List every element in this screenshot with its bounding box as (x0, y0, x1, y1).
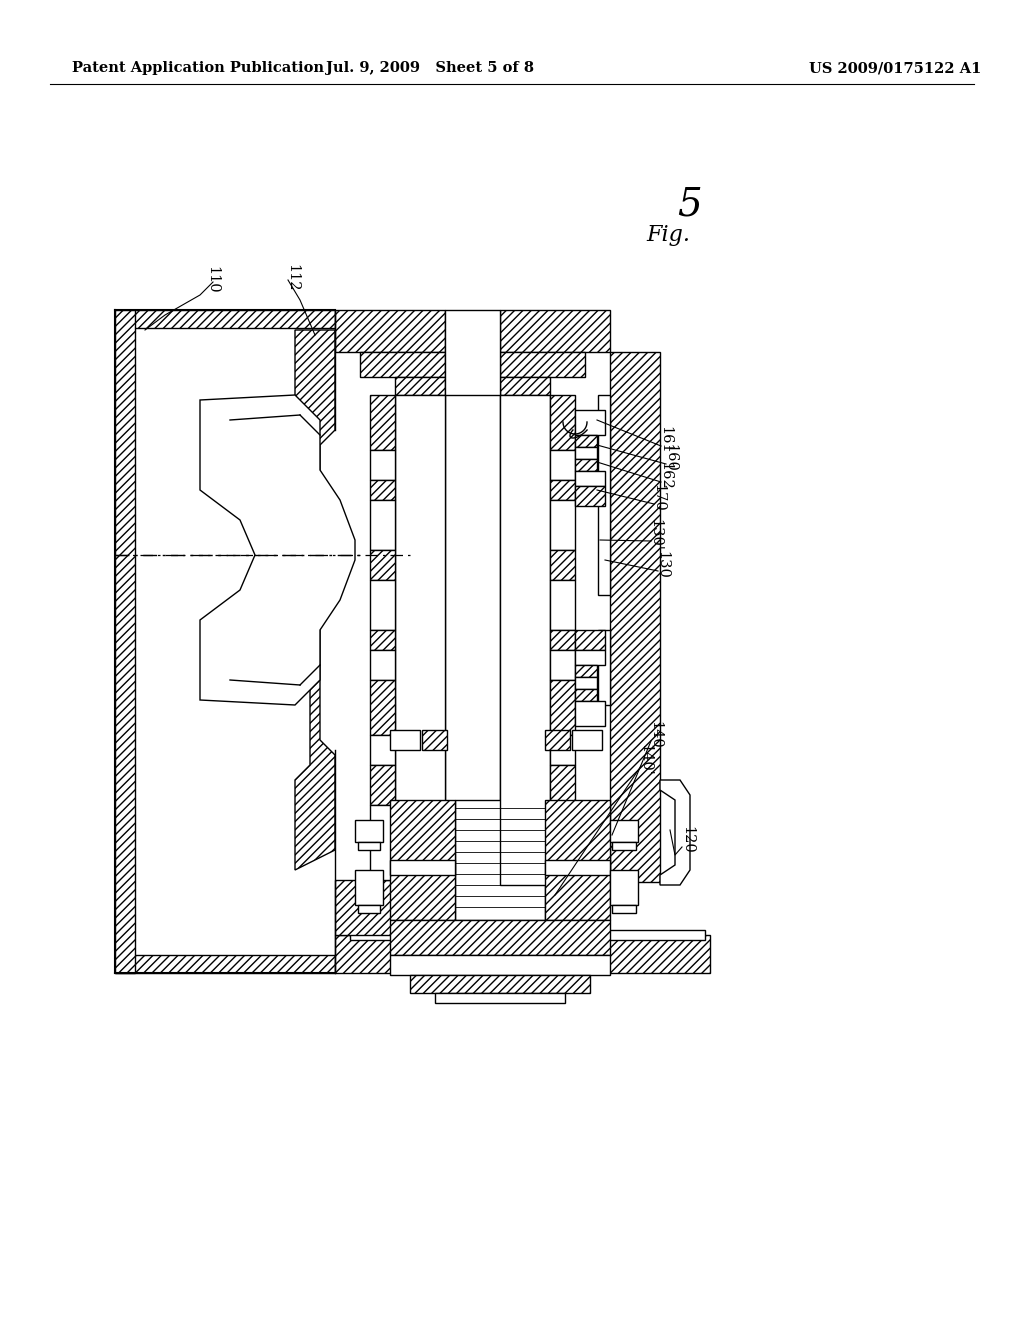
Text: Patent Application Publication: Patent Application Publication (72, 61, 324, 75)
Bar (510, 880, 600, 935)
Polygon shape (200, 395, 355, 705)
Bar (435, 993, 565, 1003)
Bar (500, 378, 550, 395)
Bar (335, 935, 710, 973)
Bar (550, 649, 575, 680)
Bar (355, 870, 383, 906)
Bar (390, 920, 610, 954)
Text: Fig.: Fig. (646, 224, 690, 246)
Bar (575, 459, 597, 471)
Bar (575, 630, 605, 649)
Bar (370, 579, 395, 630)
Polygon shape (660, 780, 690, 884)
Bar (410, 975, 590, 993)
Bar (370, 395, 395, 450)
Bar (550, 450, 575, 480)
Text: 112: 112 (285, 264, 299, 292)
Bar (395, 378, 445, 395)
Bar (335, 310, 445, 352)
Bar (575, 471, 605, 486)
Bar (545, 730, 570, 750)
Bar (115, 954, 335, 973)
Bar (115, 310, 135, 973)
Bar (350, 931, 705, 940)
Bar (500, 310, 610, 352)
Text: 162: 162 (658, 462, 672, 490)
Bar (575, 665, 597, 677)
Text: 130': 130' (648, 519, 662, 550)
Bar (395, 395, 445, 884)
Bar (575, 701, 605, 726)
Bar (575, 486, 605, 506)
Bar (575, 649, 605, 665)
Text: 161: 161 (658, 426, 672, 454)
Bar (598, 630, 610, 705)
Bar (500, 395, 550, 884)
Text: 110: 110 (205, 267, 219, 294)
Text: 170: 170 (651, 484, 665, 512)
Bar (610, 870, 638, 906)
Bar (370, 680, 395, 735)
Bar (370, 649, 395, 680)
Bar (370, 500, 395, 550)
Bar (358, 906, 380, 913)
Bar (355, 820, 383, 842)
Bar (390, 730, 420, 750)
Bar (390, 861, 455, 875)
Bar (390, 954, 610, 975)
Text: 140': 140' (638, 744, 652, 776)
Bar (455, 800, 545, 920)
Bar (550, 680, 575, 735)
Bar (335, 880, 425, 935)
Bar (550, 766, 575, 805)
Bar (572, 730, 602, 750)
Bar (575, 677, 597, 689)
Bar (445, 395, 500, 884)
Bar (500, 352, 585, 378)
Bar (358, 842, 380, 850)
Bar (550, 395, 575, 450)
Bar (422, 730, 447, 750)
Bar (360, 352, 445, 378)
Bar (370, 630, 395, 649)
Bar (598, 395, 610, 595)
Bar (550, 480, 575, 500)
Bar (612, 842, 636, 850)
Bar (370, 805, 395, 880)
Bar (550, 630, 575, 649)
Bar (545, 800, 610, 920)
Text: 5: 5 (678, 186, 702, 223)
Bar (550, 735, 575, 766)
Polygon shape (295, 330, 335, 870)
Text: US 2009/0175122 A1: US 2009/0175122 A1 (809, 61, 981, 75)
Bar (575, 436, 597, 447)
Bar (550, 805, 575, 880)
Bar (612, 906, 636, 913)
Text: 120: 120 (680, 826, 694, 854)
Bar (575, 447, 597, 459)
Bar (370, 766, 395, 805)
Bar (115, 310, 335, 327)
Bar (545, 861, 610, 875)
Bar (445, 310, 500, 400)
Bar (610, 352, 660, 882)
Text: 160: 160 (663, 444, 677, 473)
Bar (550, 550, 575, 579)
Bar (575, 411, 605, 436)
Bar (550, 579, 575, 630)
Bar (390, 800, 455, 920)
Bar (550, 500, 575, 550)
Text: Jul. 9, 2009   Sheet 5 of 8: Jul. 9, 2009 Sheet 5 of 8 (326, 61, 534, 75)
Text: 140: 140 (648, 721, 662, 748)
Bar (370, 550, 395, 579)
Text: 130: 130 (655, 550, 669, 579)
Bar (370, 450, 395, 480)
Bar (575, 689, 597, 701)
Bar (610, 820, 638, 842)
Bar (370, 480, 395, 500)
Bar (370, 735, 395, 766)
